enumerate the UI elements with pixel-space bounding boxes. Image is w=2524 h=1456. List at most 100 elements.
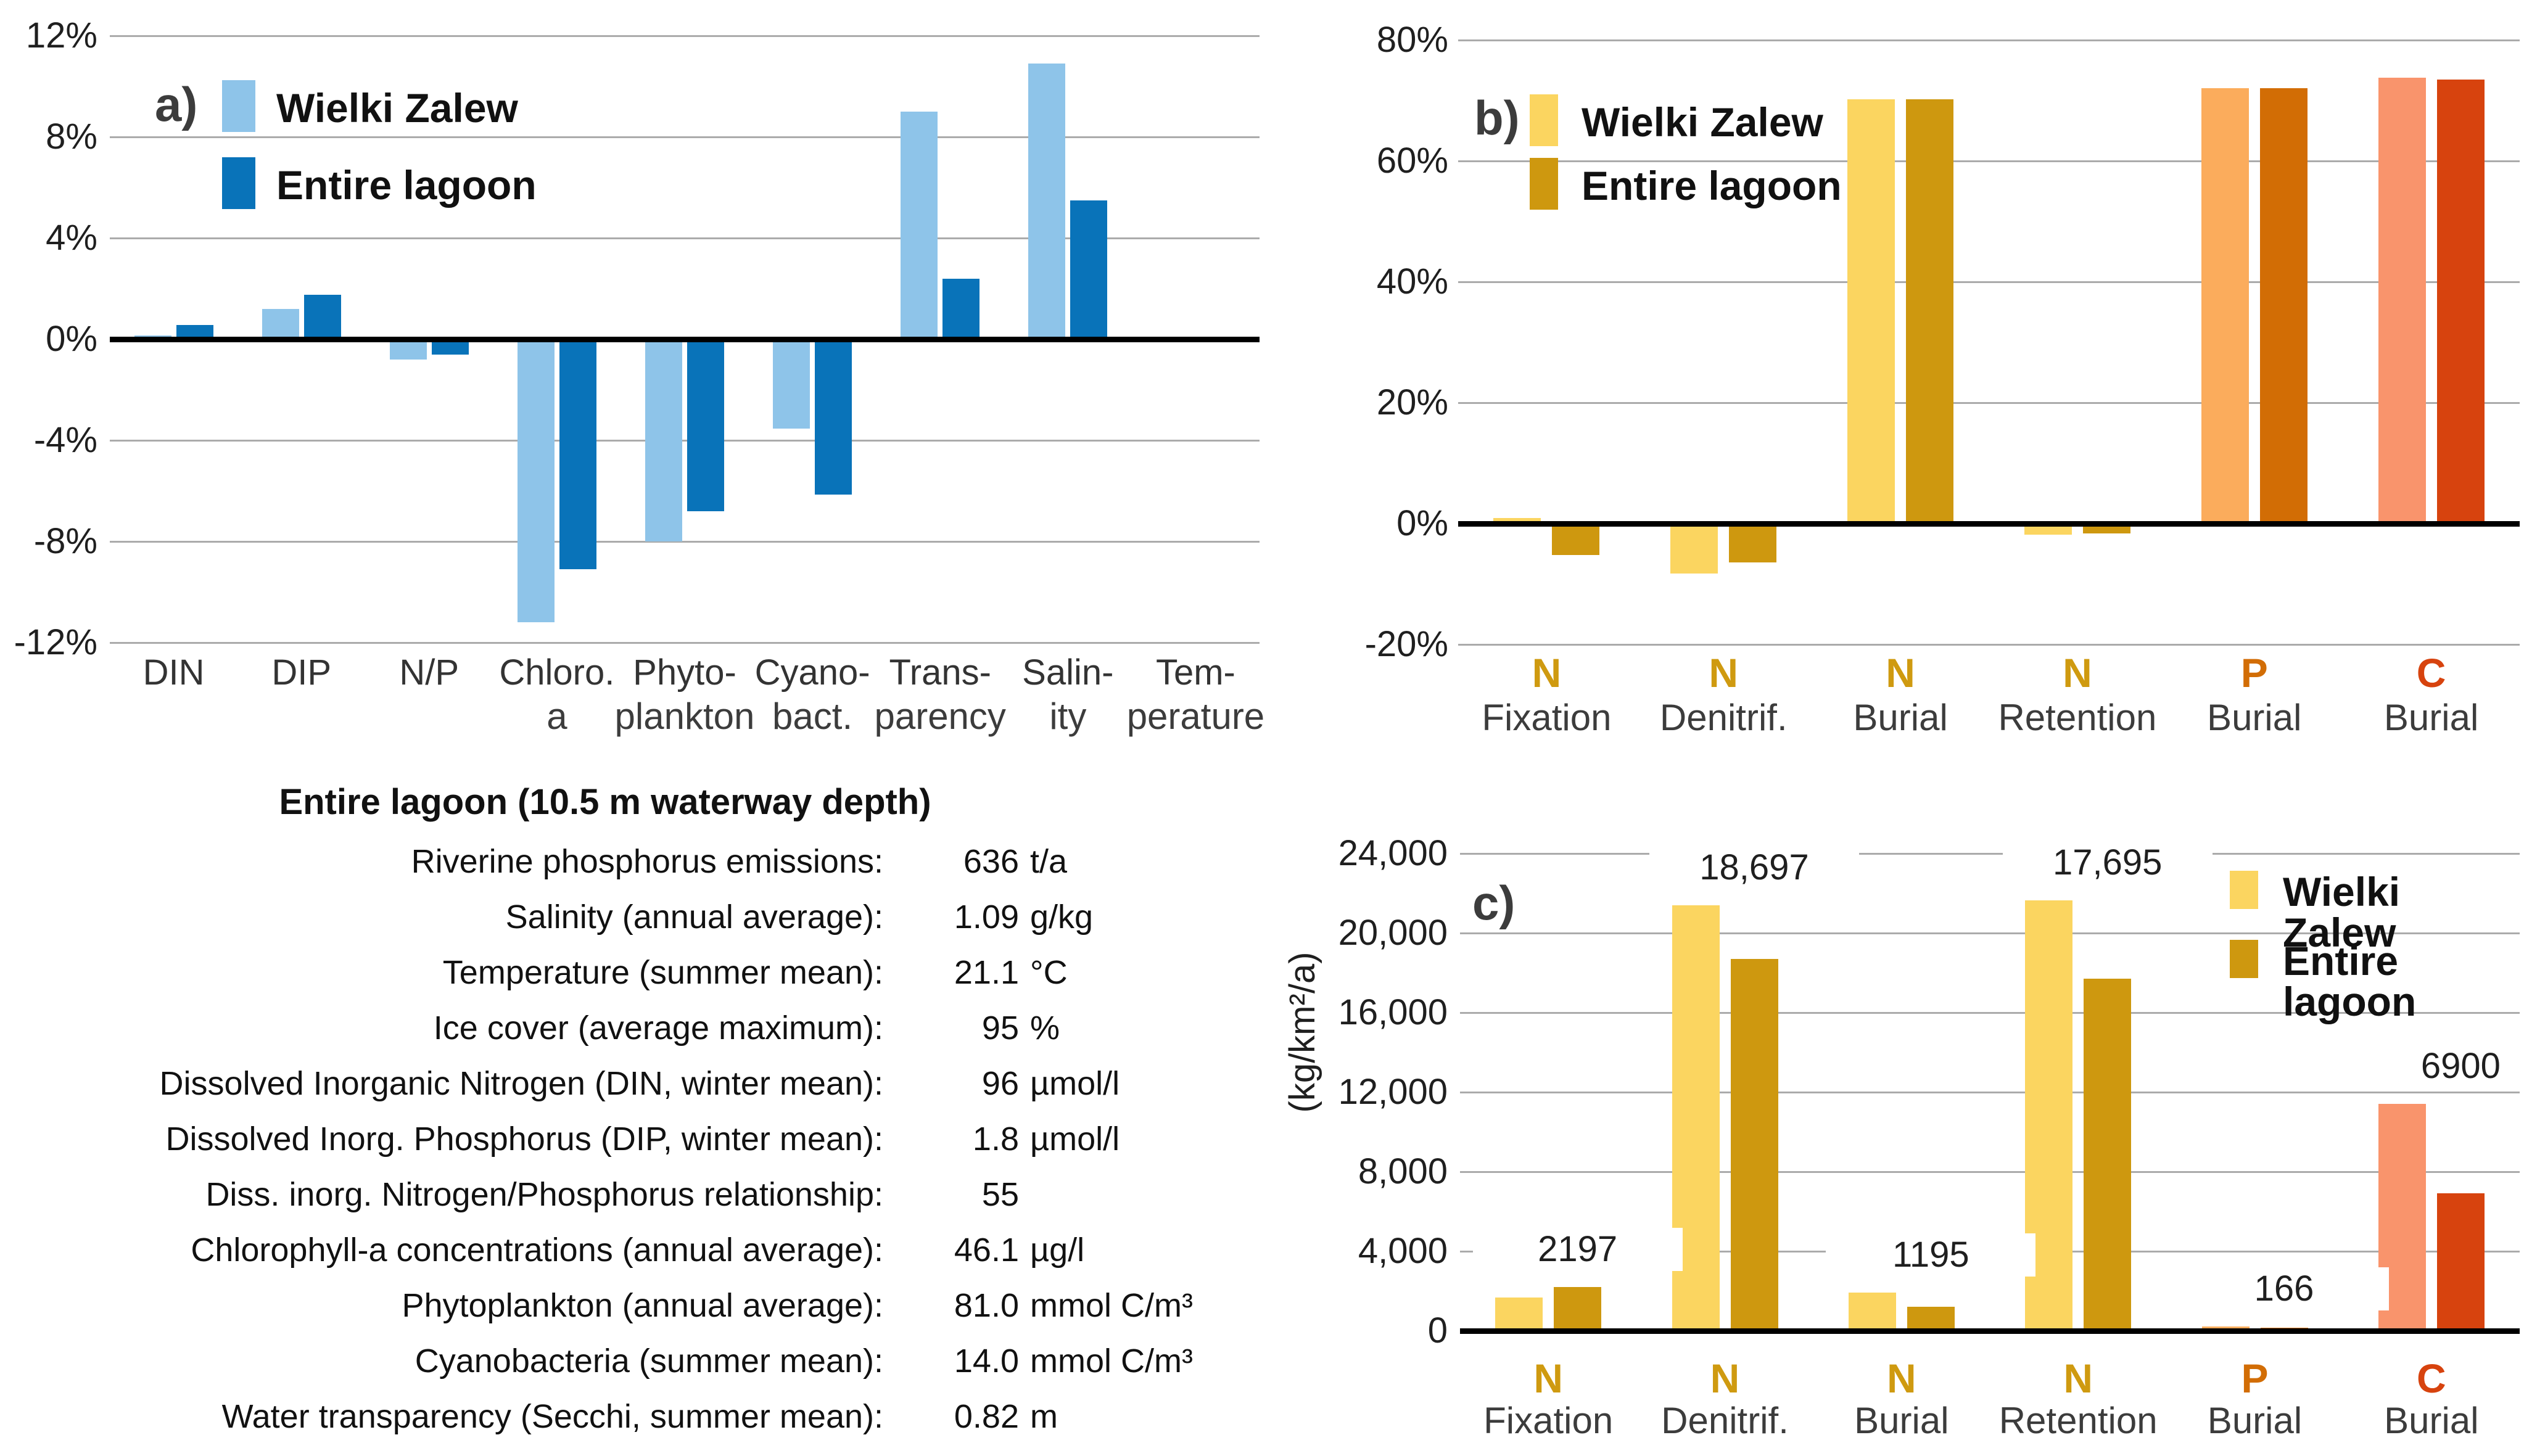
- info-row-value: 14.0: [954, 1343, 1019, 1380]
- y-axis-tick-label: -12%: [14, 622, 97, 662]
- y-axis-title: (kg/km²/a): [1282, 952, 1322, 1113]
- bar-entire-lagoon: [1730, 959, 1778, 1331]
- info-row-label: Salinity (annual average):: [505, 899, 883, 936]
- info-row: Chlorophyll-a concentrations (annual ave…: [0, 1228, 1264, 1272]
- info-row-unit: mmol C/m³: [1030, 1287, 1193, 1324]
- info-row-label: Dissolved Inorganic Nitrogen (DIN, winte…: [159, 1065, 883, 1102]
- x-category-label-line2: Fixation: [1482, 697, 1612, 738]
- x-category-label: DIN: [142, 652, 205, 693]
- info-row-label: Phytoplankton (annual average):: [402, 1287, 883, 1324]
- zero-axis-line: [1460, 1328, 2520, 1334]
- info-row-value: 636: [963, 843, 1019, 880]
- gridline: [1458, 402, 2520, 404]
- x-category-label: P: [2241, 1355, 2269, 1401]
- info-row: Water transparency (Secchi, summer mean)…: [0, 1394, 1264, 1439]
- bar-entire-lagoon: [1070, 200, 1108, 339]
- x-category-label-line2: a: [546, 696, 567, 737]
- x-category-label-line2: Denitrif.: [1659, 697, 1788, 738]
- gridline: [110, 642, 1260, 644]
- x-category-label: N: [2063, 650, 2092, 696]
- gridline: [1460, 853, 2520, 855]
- y-axis-tick-label: 8%: [46, 117, 97, 157]
- panel-letter: c): [1472, 876, 1516, 930]
- gridline: [1460, 932, 2520, 934]
- x-category-label: N: [1533, 1355, 1563, 1401]
- legend-swatch-entire-lagoon: [2230, 940, 2258, 978]
- bar-wielki-zalew: [262, 308, 299, 339]
- y-axis-tick-label: -8%: [33, 521, 97, 561]
- x-category-label: Cyano-: [754, 652, 870, 693]
- info-row-value: 81.0: [954, 1287, 1019, 1324]
- y-axis-tick-label: 0%: [1396, 503, 1448, 543]
- bar-entire-lagoon: [942, 278, 980, 339]
- y-axis-tick-label: 60%: [1376, 141, 1448, 181]
- info-row-value: 55: [981, 1176, 1019, 1213]
- info-row-label: Diss. inorg. Nitrogen/Phosphorus relatio…: [205, 1176, 883, 1213]
- legend-swatch-wielki-zalew: [222, 80, 255, 132]
- x-category-label: N: [2063, 1355, 2093, 1401]
- info-row-label: Dissolved Inorg. Phosphorus (DIP, winter…: [165, 1121, 883, 1158]
- bar-wielki-zalew: [2201, 88, 2249, 524]
- bar-entire-lagoon: [2084, 979, 2132, 1331]
- info-row-label: Temperature (summer mean):: [442, 954, 883, 991]
- y-axis-tick-label: 20,000: [1338, 913, 1448, 953]
- bar-entire-lagoon: [1906, 99, 1954, 524]
- bar-entire-lagoon: [1907, 1307, 1955, 1331]
- info-title: Entire lagoon (10.5 m waterway depth): [279, 782, 931, 822]
- x-category-label: N: [1886, 1355, 1916, 1401]
- bar-entire-lagoon: [303, 295, 341, 339]
- info-row-label: Water transparency (Secchi, summer mean)…: [221, 1398, 883, 1435]
- bar-wielki-zalew: [517, 342, 555, 623]
- y-axis-tick-label: 80%: [1376, 20, 1448, 60]
- bar-wielki-zalew: [1028, 64, 1066, 339]
- bar-entire-lagoon: [2436, 79, 2485, 524]
- info-row: Ice cover (average maximum): 95%: [0, 1006, 1264, 1050]
- gridline: [110, 136, 1260, 138]
- bar-entire-lagoon: [1554, 1287, 1602, 1331]
- gridline: [1458, 281, 2520, 283]
- x-category-label: C: [2416, 650, 2446, 696]
- bar-entire-lagoon: [2436, 1193, 2485, 1331]
- gridline: [1460, 1171, 2520, 1173]
- x-category-label: Chloro.: [499, 652, 615, 693]
- y-axis-tick-label: 40%: [1376, 261, 1448, 302]
- bar-entire-lagoon: [176, 325, 213, 339]
- bar-wielki-zalew: [2024, 526, 2072, 535]
- bar-wielki-zalew: [1847, 99, 1895, 524]
- x-category-label-line2: Retention: [1998, 697, 2157, 738]
- legend-swatch-entire-lagoon: [222, 157, 255, 209]
- y-axis-tick-label: 0%: [46, 319, 97, 359]
- panel-letter: a): [155, 77, 198, 131]
- info-row-unit: mmol C/m³: [1030, 1343, 1193, 1380]
- bar-value-label: 166: [2179, 1267, 2389, 1310]
- gridline: [1460, 1012, 2520, 1014]
- info-row: Dissolved Inorg. Phosphorus (DIP, winter…: [0, 1117, 1264, 1161]
- y-axis-tick-label: 0: [1427, 1310, 1448, 1351]
- gridline: [110, 440, 1260, 442]
- y-axis-tick-label: 20%: [1376, 382, 1448, 422]
- info-row: Temperature (summer mean): 21.1 °C: [0, 950, 1264, 995]
- y-axis-tick-label: -20%: [1364, 624, 1448, 664]
- y-axis-tick-label: 4,000: [1358, 1231, 1448, 1271]
- x-category-label: N: [1709, 650, 1739, 696]
- bar-wielki-zalew: [2378, 77, 2426, 524]
- chart-panel-a: 12% 8% 4% 0% -4% -8% -12% DIN DIP N/P Chloro. a Phyt…: [0, 0, 1265, 765]
- info-row-label: Ice cover (average maximum):: [433, 1010, 883, 1047]
- x-category-label-line2: Burial: [2207, 1400, 2303, 1441]
- gridline: [110, 541, 1260, 543]
- x-category-label: DIP: [271, 652, 331, 693]
- x-category-label-line2: perature: [1126, 696, 1265, 737]
- legend-label: Entire lagoon: [2283, 938, 2417, 1024]
- info-row: Diss. inorg. Nitrogen/Phosphorus relatio…: [0, 1172, 1264, 1217]
- bar-entire-lagoon: [2259, 88, 2307, 524]
- info-row-value: 46.1: [954, 1232, 1019, 1269]
- gridline: [1458, 160, 2520, 162]
- bar-value-label: 1195: [1826, 1233, 2036, 1277]
- x-category-label: N: [1886, 650, 1915, 696]
- y-axis-tick-label: -4%: [33, 420, 97, 460]
- x-category-label-line2: Burial: [2383, 697, 2479, 738]
- chart-panel-b: 80% 60% 40% 20% 0% -20% N Fixation N Denitrif. N Bu…: [1295, 0, 2524, 820]
- y-axis-tick-label: 12%: [25, 15, 97, 56]
- bar-wielki-zalew: [1670, 526, 1718, 574]
